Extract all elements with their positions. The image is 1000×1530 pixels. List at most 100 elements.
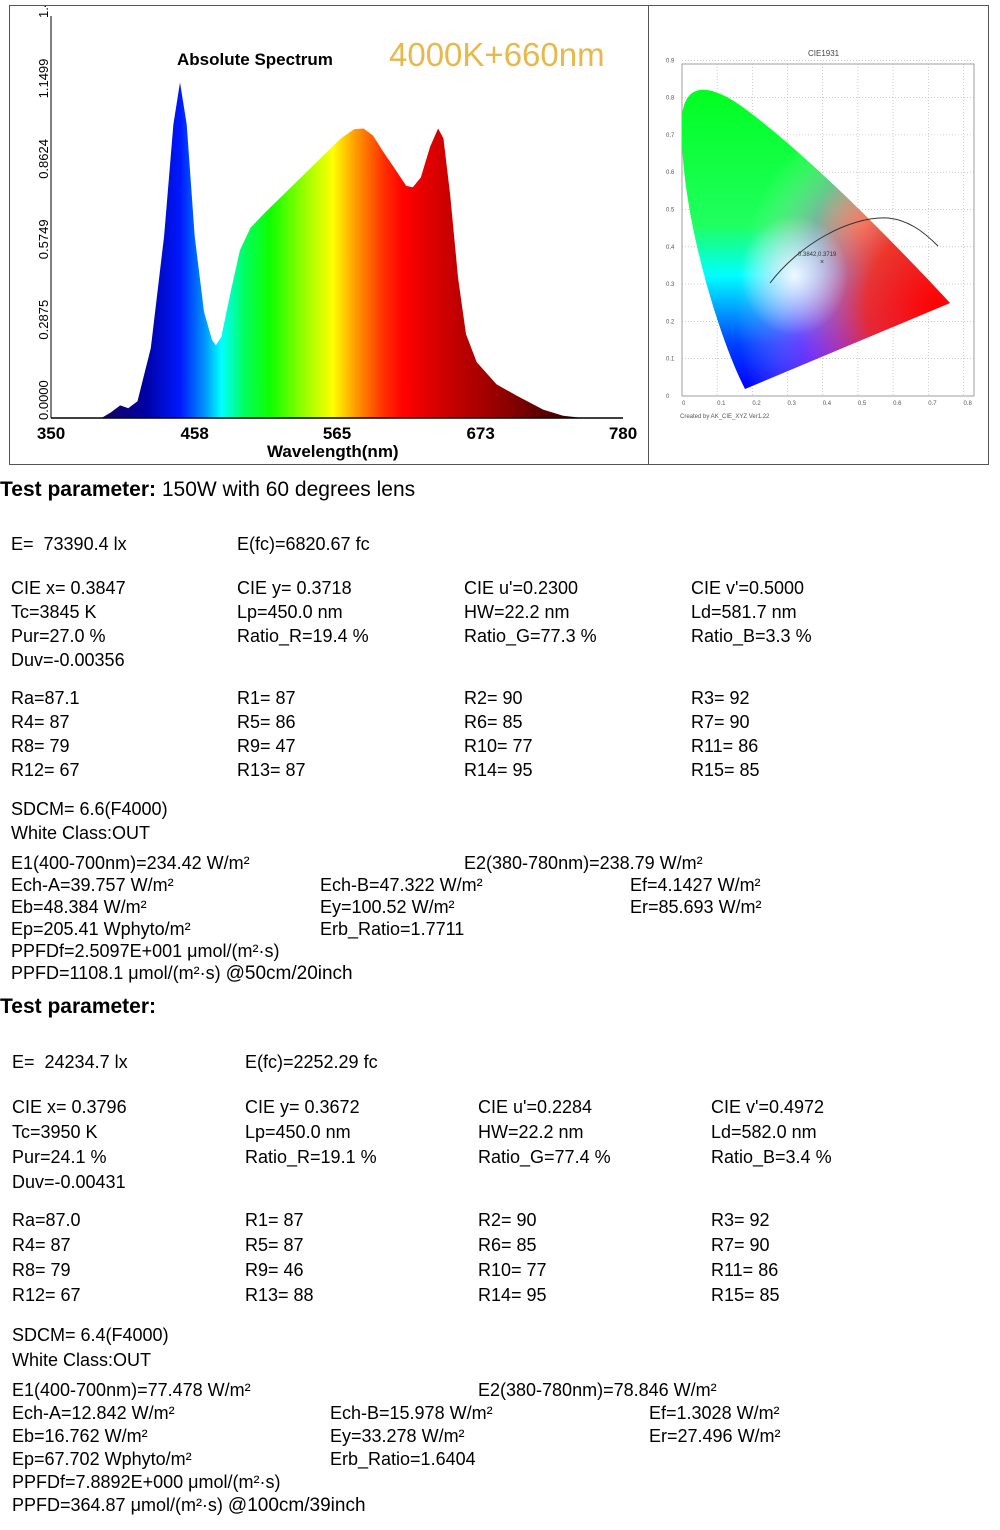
data-row: R8= 79 R9= 47 R10= 77 R11= 86 [0,734,1000,758]
colorimetry-value: HW=22.2 nm [478,1122,584,1142]
spectrum-svg: 350 458 565 673 780 0.0000 0.2875 0.5749 0.8624 1… [36,0,637,461]
cie-y-tick: 0.5 [666,207,675,213]
data-row: Tc=3950 K Lp=450.0 nm HW=22.2 nm Ld=582.0 n… [0,1120,1000,1145]
data-row: R4= 87 R5= 86 R6= 85 R7= 90 [0,710,1000,734]
colorimetry-value: CIE v'=0.5000 [691,578,805,598]
cri-value: R7= 90 [711,1235,770,1255]
colorimetry-value: Pur=27.0 % [11,626,106,646]
title-label: Test parameter: [0,478,157,501]
data-row: Duv=-0.00431 [0,1170,1000,1195]
energy-value: Er=85.693 W/m² [630,897,762,917]
colorimetry-value: Ratio_R=19.1 % [245,1147,377,1167]
cie-y-tick: 0.7 [666,133,675,139]
e2-value: E2(380-780nm)=238.79 W/m² [464,853,703,873]
energy-value: Ep=205.41 Wphyto/m² [11,919,191,939]
cie-y-tick: 0 [666,394,670,400]
data-row: Ech-A=39.757 W/m² Ech-B=47.322 W/m² Ef=4.1… [0,874,1000,896]
cie-x-tick: 0.2 [752,401,761,407]
title-label: Test parameter: [0,995,157,1018]
ppfd-value: PPFD=364.87 μmol/(m²·s) [12,1495,228,1515]
energy-value: Ep=67.702 Wphyto/m² [12,1449,192,1469]
cri-value: R2= 90 [464,688,523,708]
spectrum-chart: 350 458 565 673 780 0.0000 0.2875 0.5749 0.8624 1… [10,0,649,464]
cri-value: R14= 95 [464,760,533,780]
cie-x-tick: 0.4 [823,401,832,407]
colorimetry-value: Ratio_B=3.4 % [711,1147,832,1167]
data-row: E1(400-700nm)=77.478 W/m² E2(380-780nm)=7… [0,1379,1000,1402]
cri-value: R3= 92 [711,1210,770,1230]
cie-x-tick: 0 [682,401,686,407]
data-row: Eb=48.384 W/m² Ey=100.52 W/m² Er=85.693 W/… [0,896,1000,918]
x-tick-label: 780 [609,424,637,443]
chart-title: Absolute Spectrum [177,50,333,69]
cie-point-label: 0.3842,0.3719 [798,252,837,258]
colorimetry-value: Tc=3950 K [12,1122,98,1142]
energy-value: Ech-B=15.978 W/m² [330,1403,493,1423]
energy-value: Ech-B=47.322 W/m² [320,875,483,895]
cri-value: R15= 85 [691,760,760,780]
cri-value: R13= 88 [245,1285,314,1305]
cie-y-tick: 0.8 [666,96,675,102]
ppfdf-value: PPFDf=2.5097E+001 μmol/(m²·s) [11,941,280,961]
illuminance-value: E= 24234.7 lx [12,1052,128,1072]
e1-value: E1(400-700nm)=234.42 W/m² [11,853,250,873]
product-badge: 4000K+660nm [389,36,605,73]
cie-credit: Created by AK_CIE_XYZ Ver1.22 [680,414,770,420]
cie1931-chart: CIE1931 0 0.1 0.2 0.3 0.4 0.5 0.6 0.7 0.8 0 0.1 0.2… [648,6,988,464]
cri-value: R5= 87 [245,1235,304,1255]
data-row: Pur=27.0 % Ratio_R=19.4 % Ratio_G=77.3 % Ra… [0,624,1000,648]
cri-value: R8= 79 [11,736,70,756]
colorimetry-value: CIE u'=0.2300 [464,578,579,598]
colorimetry-value: Ratio_G=77.3 % [464,626,597,646]
cri-value: R7= 90 [691,712,750,732]
cri-value: R2= 90 [478,1210,537,1230]
section-title: Test parameter: [0,995,1000,1019]
data-row: CIE x= 0.3847 CIE y= 0.3718 CIE u'=0.2300 C… [0,576,1000,600]
energy-value: Ef=1.3028 W/m² [649,1403,780,1423]
energy-value: Ey=100.52 W/m² [320,897,455,917]
cri-value: R12= 67 [11,760,80,780]
y-tick-label: 0.5749 [36,219,51,259]
cri-value: R1= 87 [245,1210,304,1230]
colorimetry-block: CIE x= 0.3847 CIE y= 0.3718 CIE u'=0.2300 C… [0,576,1000,672]
cie-y-tick: 0.3 [666,282,675,288]
x-tick-label: 350 [37,424,65,443]
cri-value: R11= 86 [711,1260,779,1280]
data-row: White Class:OUT [0,821,1000,845]
data-row: R12= 67 R13= 87 R14= 95 R15= 85 [0,758,1000,782]
cri-value: R15= 85 [711,1285,780,1305]
cri-value: R11= 86 [691,736,759,756]
colorimetry-value: Tc=3845 K [11,602,97,622]
data-row: PPFD=364.87 μmol/(m²·s) @100cm/39inch [0,1494,1000,1517]
cri-value: R12= 67 [12,1285,81,1305]
colorimetry-value: Ratio_G=77.4 % [478,1147,611,1167]
cri-block: Ra=87.0 R1= 87 R2= 90 R3= 92 R4= 87 R5= 87 R6=… [0,1208,1000,1308]
cie-y-tick: 0.6 [666,170,675,176]
colorimetry-value: Ratio_R=19.4 % [237,626,369,646]
colorimetry-block: CIE x= 0.3796 CIE y= 0.3672 CIE u'=0.2284 C… [0,1095,1000,1195]
data-row: Ep=205.41 Wphyto/m² Erb_Ratio=1.7711 [0,918,1000,940]
section-title: Test parameter: 150W with 60 degrees len… [0,478,1000,502]
data-row: R12= 67 R13= 88 R14= 95 R15= 85 [0,1283,1000,1308]
cri-value: Ra=87.0 [12,1210,81,1230]
cri-value: Ra=87.1 [11,688,80,708]
energy-value: Ey=33.278 W/m² [330,1426,465,1446]
data-row: PPFDf=2.5097E+001 μmol/(m²·s) [0,940,1000,962]
sdcm-value: SDCM= 6.6(F4000) [11,799,168,819]
cri-value: R1= 87 [237,688,296,708]
data-row: Ra=87.1 R1= 87 R2= 90 R3= 92 [0,686,1000,710]
spectrum-area [101,82,584,419]
cie-y-tick: 0.4 [666,245,675,251]
energy-block: E1(400-700nm)=77.478 W/m² E2(380-780nm)=7… [0,1379,1000,1517]
ppfd-value: PPFD=1108.1 μmol/(m²·s) [11,963,226,983]
energy-value: Erb_Ratio=1.7711 [320,919,465,939]
data-row: Pur=24.1 % Ratio_R=19.1 % Ratio_G=77.4 % Ra… [0,1145,1000,1170]
cri-value: R5= 86 [237,712,296,732]
energy-value: Ech-A=39.757 W/m² [11,875,174,895]
cie-horseshoe [681,89,950,389]
cri-value: R6= 85 [464,712,523,732]
y-tick-label: 0.0000 [36,380,51,420]
cie-y-tick: 0.1 [666,357,675,363]
cri-value: R9= 47 [237,736,296,756]
data-row: SDCM= 6.4(F4000) [0,1323,1000,1348]
